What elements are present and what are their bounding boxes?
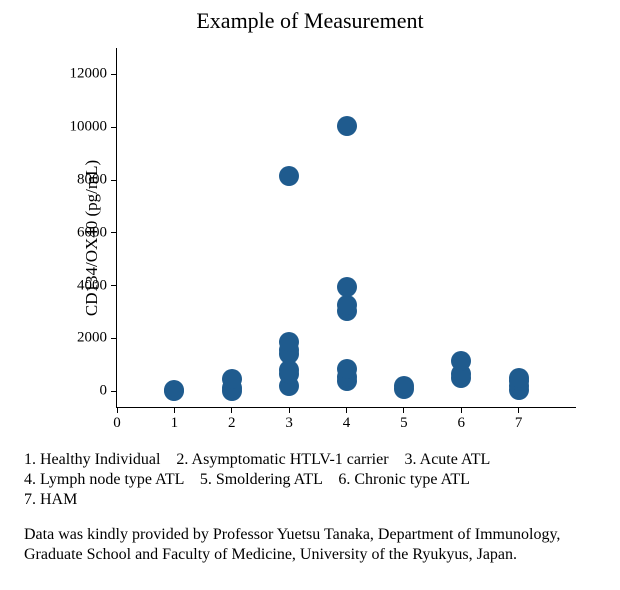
legend-row: 7. HAM bbox=[24, 490, 599, 510]
data-point bbox=[222, 369, 242, 389]
x-tick bbox=[117, 407, 118, 413]
x-tick-label: 5 bbox=[400, 415, 408, 432]
x-tick bbox=[231, 407, 232, 413]
data-point bbox=[164, 380, 184, 400]
x-tick bbox=[289, 407, 290, 413]
y-tick bbox=[111, 74, 117, 75]
x-tick bbox=[403, 407, 404, 413]
x-tick-label: 7 bbox=[515, 415, 523, 432]
data-point bbox=[337, 116, 357, 136]
footnote: Data was kindly provided by Professor Yu… bbox=[24, 525, 599, 565]
data-point bbox=[509, 368, 529, 388]
data-point bbox=[337, 277, 357, 297]
x-tick-label: 0 bbox=[113, 415, 121, 432]
page: Example of Measurement CD134/OX40 (pg/mL… bbox=[0, 0, 620, 590]
x-tick-label: 6 bbox=[458, 415, 466, 432]
y-tick-label: 8000 bbox=[77, 172, 107, 189]
x-tick bbox=[346, 407, 347, 413]
chart-title: Example of Measurement bbox=[0, 8, 620, 34]
y-tick bbox=[111, 232, 117, 233]
y-tick-label: 6000 bbox=[77, 224, 107, 241]
x-tick-label: 2 bbox=[228, 415, 236, 432]
legend-row: 4. Lymph node type ATL 5. Smoldering ATL… bbox=[24, 470, 599, 490]
category-legend: 1. Healthy Individual 2. Asymptomatic HT… bbox=[24, 450, 599, 510]
x-tick bbox=[174, 407, 175, 413]
y-tick-label: 10000 bbox=[70, 119, 108, 136]
data-point bbox=[451, 351, 471, 371]
legend-row: 1. Healthy Individual 2. Asymptomatic HT… bbox=[24, 450, 599, 470]
y-tick-label: 0 bbox=[100, 383, 108, 400]
x-tick bbox=[461, 407, 462, 413]
y-tick-label: 4000 bbox=[77, 277, 107, 294]
x-tick-label: 1 bbox=[171, 415, 179, 432]
x-tick-label: 4 bbox=[343, 415, 351, 432]
chart: CD134/OX40 (pg/mL) 020004000600080001000… bbox=[24, 38, 594, 438]
data-point bbox=[337, 295, 357, 315]
y-tick bbox=[111, 285, 117, 286]
data-point bbox=[279, 166, 299, 186]
y-tick-label: 12000 bbox=[70, 66, 108, 83]
plot-area: 02000400060008000100001200001234567 bbox=[116, 48, 576, 408]
data-point bbox=[279, 332, 299, 352]
x-tick-label: 3 bbox=[285, 415, 293, 432]
x-tick bbox=[518, 407, 519, 413]
y-tick bbox=[111, 391, 117, 392]
y-tick-label: 2000 bbox=[77, 330, 107, 347]
y-tick bbox=[111, 338, 117, 339]
data-point bbox=[337, 359, 357, 379]
data-point bbox=[394, 376, 414, 396]
y-tick bbox=[111, 127, 117, 128]
y-tick bbox=[111, 180, 117, 181]
